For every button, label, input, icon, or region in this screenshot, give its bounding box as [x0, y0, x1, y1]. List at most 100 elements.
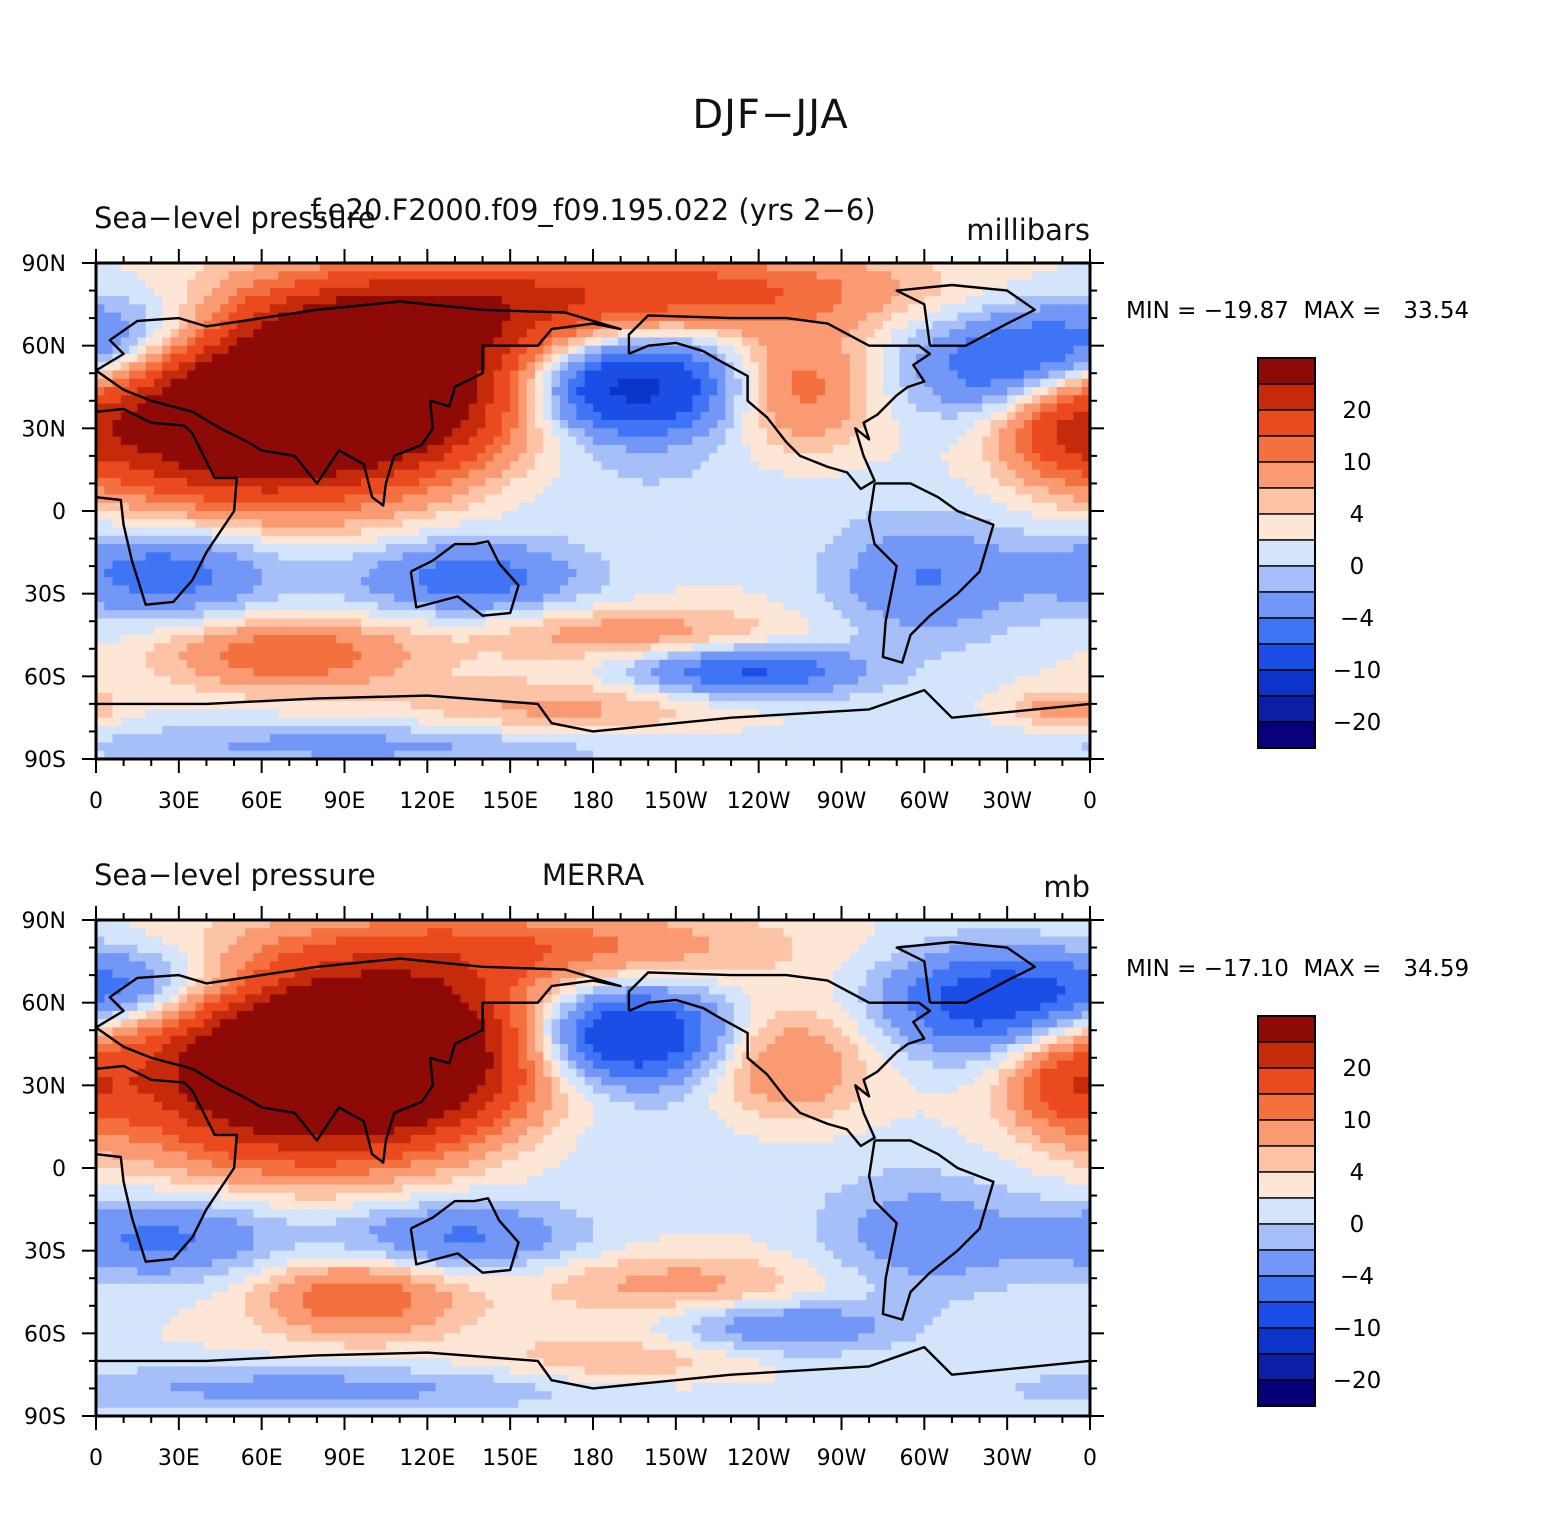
- field-cell: [1007, 411, 1017, 421]
- field-cell: [626, 560, 636, 570]
- field-cell: [1056, 494, 1066, 504]
- field-cell: [501, 362, 511, 372]
- field-cell: [725, 320, 735, 330]
- field-cell: [211, 296, 221, 305]
- field-cell: [220, 279, 230, 289]
- field-cell: [932, 511, 942, 520]
- field-cell: [178, 378, 188, 388]
- field-cell: [824, 486, 834, 496]
- field-cell: [311, 403, 321, 413]
- field-cell: [526, 486, 536, 496]
- field-cell: [742, 420, 751, 429]
- field-cell: [385, 395, 395, 405]
- field-cell: [1081, 378, 1090, 388]
- field-cell: [286, 568, 296, 578]
- field-cell: [220, 378, 230, 388]
- field-cell: [990, 436, 1000, 446]
- field-cell: [617, 411, 627, 421]
- field-cell: [485, 502, 495, 512]
- field-cell: [940, 312, 950, 322]
- field-cell: [129, 601, 139, 611]
- field-cell: [684, 593, 693, 603]
- field-cell: [576, 486, 586, 496]
- field-cell: [236, 568, 246, 578]
- field-cell: [584, 428, 594, 438]
- field-cell: [120, 353, 130, 363]
- field-cell: [327, 511, 337, 520]
- field-cell: [717, 453, 727, 462]
- field-cell: [477, 263, 486, 272]
- field-cell: [477, 403, 486, 413]
- field-cell: [783, 511, 793, 520]
- field-cell: [153, 453, 163, 462]
- field-cell: [833, 535, 843, 545]
- field-cell: [576, 420, 586, 429]
- field-cell: [443, 568, 453, 578]
- field-cell: [932, 461, 942, 471]
- field-cell: [783, 502, 793, 512]
- field-cell: [153, 535, 163, 545]
- field-cell: [261, 428, 271, 438]
- field-cell: [261, 502, 271, 512]
- field-cell: [319, 494, 329, 504]
- field-cell: [278, 486, 288, 496]
- field-cell: [584, 527, 594, 537]
- field-cell: [833, 519, 843, 529]
- field-cell: [385, 535, 395, 545]
- field-cell: [990, 304, 1000, 314]
- field-cell: [808, 320, 818, 330]
- field-cell: [1040, 420, 1050, 429]
- field-cell: [932, 387, 942, 396]
- field-cell: [1007, 420, 1017, 429]
- field-cell: [667, 420, 677, 429]
- field-cell: [162, 296, 172, 305]
- field-cell: [493, 279, 503, 289]
- field-cell: [808, 568, 818, 578]
- field-cell: [501, 436, 511, 446]
- field-cell: [385, 411, 395, 421]
- field-cell: [1007, 444, 1017, 454]
- field-cell: [236, 395, 246, 405]
- field-cell: [617, 312, 627, 322]
- field-cell: [916, 486, 925, 496]
- field-cell: [278, 420, 288, 429]
- field-cell: [982, 535, 992, 545]
- field-cell: [303, 461, 312, 471]
- field-cell: [394, 420, 404, 429]
- field-cell: [427, 296, 437, 305]
- field-cell: [1040, 552, 1050, 562]
- field-cell: [932, 568, 942, 578]
- field-cell: [278, 279, 288, 289]
- field-cell: [684, 378, 693, 388]
- field-cell: [725, 527, 735, 537]
- field-cell: [650, 568, 660, 578]
- field-cell: [791, 461, 801, 471]
- field-cell: [841, 519, 851, 529]
- field-cell: [1032, 296, 1041, 305]
- field-cell: [692, 353, 702, 363]
- field-cell: [841, 428, 851, 438]
- field-cell: [717, 436, 727, 446]
- field-cell: [568, 486, 578, 496]
- field-cell: [211, 436, 221, 446]
- field-cell: [551, 287, 561, 297]
- field-cell: [104, 304, 114, 314]
- field-cell: [526, 461, 536, 471]
- field-cell: [269, 477, 279, 487]
- field-cell: [609, 469, 619, 479]
- field-cell: [667, 411, 677, 421]
- field-cell: [137, 370, 147, 380]
- field-cell: [758, 420, 768, 429]
- field-cell: [899, 486, 909, 496]
- field-cell: [435, 527, 445, 537]
- field-cell: [344, 312, 354, 322]
- field-cell: [700, 577, 710, 586]
- field-cell: [650, 502, 660, 512]
- field-cell: [974, 477, 983, 487]
- field-cell: [294, 544, 304, 553]
- field-cell: [866, 287, 876, 297]
- field-cell: [1073, 461, 1083, 471]
- field-cell: [1023, 287, 1033, 297]
- field-cell: [253, 403, 263, 413]
- field-cell: [253, 560, 263, 570]
